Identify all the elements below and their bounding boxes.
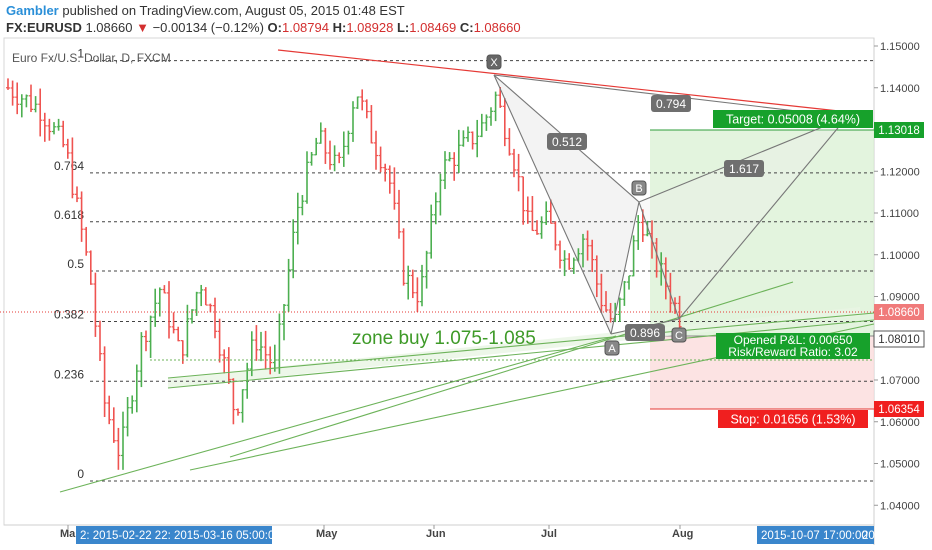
time-axis[interactable]: Ma May Jun Jul Aug — [60, 525, 693, 540]
y-tick-label: 1.14000 — [880, 83, 920, 95]
svg-text:0.896: 0.896 — [630, 326, 660, 340]
svg-text:2: 2015-02-22 22: 2015-03-16 0: 2: 2015-02-22 22: 2015-03-16 05:00:00 — [80, 530, 281, 542]
svg-text:Stop: 0.01656 (1.53%): Stop: 0.01656 (1.53%) — [730, 413, 855, 427]
high-label: H: — [332, 20, 347, 35]
resistance-trendline[interactable] — [277, 49, 849, 113]
y-tick-label: 1.09000 — [880, 292, 920, 304]
down-triangle-icon: ▼ — [136, 20, 149, 35]
low-value: 1.08469 — [409, 20, 457, 35]
ratio-label-1617: 1.617 — [724, 160, 764, 177]
y-tick-label: 1.11000 — [880, 208, 919, 220]
svg-text:B: B — [635, 183, 642, 195]
svg-text:1.617: 1.617 — [729, 162, 759, 176]
channel-upper-line[interactable] — [167, 312, 875, 379]
y-tick-label: 1.10000 — [880, 250, 920, 262]
fib-level-label: 0.618 — [54, 208, 84, 222]
y-tick-label: 1.05000 — [880, 459, 920, 471]
channel-lower-line[interactable] — [167, 319, 875, 389]
harmonic-point-a[interactable]: A — [604, 340, 620, 356]
x-tick-label: Jun — [426, 528, 446, 540]
author-name[interactable]: Gambler — [6, 3, 59, 18]
fib-level-label: 0.382 — [54, 308, 84, 322]
close-label: C: — [459, 20, 474, 35]
open-label: O: — [267, 20, 282, 35]
date-range-left[interactable]: 2: 2015-02-22 22: 2015-03-16 05:00:00 — [76, 526, 281, 544]
y-tick-label: 1.07000 — [880, 375, 920, 387]
target-label[interactable]: Target: 0.05008 (4.64%) — [713, 110, 873, 128]
published-text: published on TradingView.com, August 05,… — [62, 3, 405, 18]
fib-level-label: 0.764 — [54, 159, 84, 173]
ratio-label-0896: 0.896 — [625, 324, 665, 341]
svg-text:1.06354: 1.06354 — [878, 404, 920, 416]
y-tick-label: 1.15000 — [880, 41, 920, 53]
x-tick-label: Jul — [541, 528, 557, 540]
close-value: 1.08660 — [473, 20, 521, 35]
fib-level-label: 0 — [77, 467, 84, 481]
y-tick-label: 1.04000 — [880, 500, 920, 512]
ratio-label-0512: 0.512 — [547, 133, 587, 150]
x-tick-label: Aug — [672, 528, 693, 540]
harmonic-point-x[interactable]: X — [486, 54, 502, 70]
y-tick-label: 1.06000 — [880, 417, 920, 429]
entry-price-tag: 1.08010 — [873, 330, 925, 348]
target-price-tag: 1.13018 — [874, 122, 924, 138]
svg-text:1.13018: 1.13018 — [878, 125, 920, 137]
symbol-ohlc-line: FX:EURUSD 1.08660 ▼ −0.00134 (−0.12%) O:… — [6, 20, 521, 35]
publish-info: Gambler published on TradingView.com, Au… — [6, 3, 405, 18]
fibonacci-levels: 1 0.764 0.618 0.5 0.382 0.236 0 — [54, 47, 874, 482]
price-change: −0.00134 (−0.12%) — [152, 20, 264, 35]
y-tick-label: 1.12000 — [880, 166, 920, 178]
fib-level-label: 1 — [77, 47, 84, 61]
stop-price-tag: 1.06354 — [874, 401, 924, 417]
date-range-right[interactable]: 2015-10-07 17:00:00 20 — [757, 526, 875, 544]
stop-label[interactable]: Stop: 0.01656 (1.53%) — [718, 410, 868, 428]
support-trendline-3[interactable] — [229, 281, 794, 458]
x-tick-label: Ma — [60, 528, 76, 540]
harmonic-point-b[interactable]: B — [631, 180, 647, 196]
current-price-tag: 1.08660 — [874, 304, 924, 320]
zone-buy-text[interactable]: zone buy 1.075-1.085 — [352, 328, 536, 349]
svg-text:Risk/Reward Ratio: 3.02: Risk/Reward Ratio: 3.02 — [728, 345, 858, 359]
svg-text:0.794: 0.794 — [656, 97, 686, 111]
ratio-label-0794: 0.794 — [651, 95, 691, 112]
fib-level-label: 0.236 — [54, 367, 84, 381]
x-tick-label: May — [316, 528, 338, 540]
harmonic-point-c[interactable]: C — [671, 327, 687, 343]
zone-band — [168, 307, 860, 388]
open-value: 1.08794 — [281, 20, 329, 35]
svg-text:X: X — [490, 57, 498, 69]
svg-text:Target: 0.05008 (4.64%): Target: 0.05008 (4.64%) — [726, 113, 860, 127]
pattern-triangle-xab — [494, 75, 639, 334]
svg-text:Opened P&L: 0.00650: Opened P&L: 0.00650 — [734, 333, 853, 347]
low-label: L: — [396, 20, 410, 35]
high-value: 1.08928 — [346, 20, 394, 35]
chart-title: Euro Fx/U.S. Dollar, D, FXCM — [12, 51, 171, 65]
svg-text:1.08010: 1.08010 — [878, 334, 920, 346]
svg-text:A: A — [608, 343, 616, 355]
svg-text:20: 20 — [862, 530, 875, 542]
svg-text:C: C — [675, 330, 683, 342]
support-trendline-1[interactable] — [59, 335, 617, 493]
fib-level-label: 0.5 — [67, 257, 84, 271]
pattern-triangle-bcd — [639, 117, 847, 319]
svg-text:2015-10-07 17:00:00: 2015-10-07 17:00:00 — [761, 530, 868, 542]
price-axis[interactable]: 1.150001.140001.130001.120001.110001.100… — [874, 41, 920, 512]
pnl-label[interactable]: Opened P&L: 0.00650 Risk/Reward Ratio: 3… — [716, 333, 870, 359]
svg-text:0.512: 0.512 — [552, 135, 582, 149]
symbol-name[interactable]: FX:EURUSD — [6, 20, 82, 35]
svg-text:1.08660: 1.08660 — [878, 307, 920, 319]
last-price: 1.08660 — [85, 20, 133, 35]
